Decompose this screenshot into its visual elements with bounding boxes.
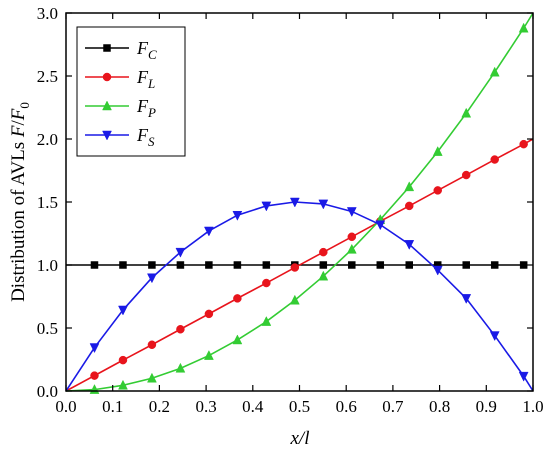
data-point — [261, 316, 272, 326]
data-point — [176, 261, 185, 269]
legend-swatch-marker — [102, 130, 112, 141]
series-line — [65, 138, 534, 392]
y-tick-label: 2.5 — [37, 67, 58, 86]
data-point — [147, 273, 157, 284]
data-point — [232, 334, 243, 345]
data-point — [461, 170, 471, 180]
data-point — [175, 247, 186, 258]
data-point — [203, 226, 214, 237]
data-point — [461, 294, 472, 304]
data-point — [289, 294, 300, 305]
data-point — [375, 220, 386, 231]
legend: FC FL FP FS — [76, 26, 186, 157]
data-point — [205, 261, 213, 269]
x-tick-label: 0.9 — [476, 397, 497, 416]
data-point — [89, 343, 100, 354]
legend-swatch-marker — [102, 72, 112, 82]
data-point — [346, 243, 357, 254]
data-point — [461, 107, 472, 118]
data-point — [519, 139, 528, 149]
data-point — [432, 146, 443, 156]
x-tick-label: 0.5 — [289, 397, 310, 416]
x-tick-label: 0.2 — [149, 397, 170, 416]
x-tick-label: 0.8 — [429, 397, 450, 416]
data-point — [404, 181, 415, 192]
data-point — [319, 261, 328, 269]
data-point — [519, 261, 528, 269]
data-point — [404, 201, 414, 211]
y-tick-label: 0.5 — [37, 319, 58, 338]
legend-label: FS — [136, 125, 155, 149]
data-point — [518, 371, 529, 382]
legend-label: FL — [136, 67, 155, 91]
data-point — [319, 247, 328, 257]
data-point — [346, 207, 357, 218]
legend-label: FC — [136, 38, 157, 62]
x-tick-label: 1.0 — [522, 397, 543, 416]
data-point — [119, 261, 127, 269]
x-tick-label: 0.6 — [336, 397, 357, 416]
data-point — [490, 155, 499, 164]
data-point — [204, 309, 214, 319]
data-point — [262, 278, 271, 288]
axis-ticks: 0.0 0.1 0.2 0.3 0.4 0.5 0.6 0.7 0.8 0.9 1.0 0.0 0.5 1… — [37, 4, 544, 416]
data-point — [118, 305, 128, 316]
data-point — [147, 372, 157, 383]
data-point — [262, 261, 271, 269]
data-point — [118, 355, 128, 365]
legend-swatch-marker — [103, 44, 111, 52]
data-point — [290, 263, 300, 272]
data-point — [233, 261, 242, 269]
y-tick-label: 3.0 — [37, 4, 58, 23]
legend-swatch-marker — [102, 100, 112, 111]
x-tick-label: 0.7 — [382, 397, 404, 416]
series-layer — [65, 12, 534, 394]
data-point — [203, 350, 214, 360]
data-point — [405, 261, 413, 269]
series-line — [65, 201, 534, 392]
data-point — [490, 261, 499, 269]
y-tick-label: 2.0 — [37, 130, 58, 149]
data-point — [261, 201, 272, 212]
data-point — [318, 270, 329, 281]
y-tick-label: 1.0 — [37, 256, 58, 275]
data-point — [176, 325, 185, 334]
data-point — [404, 240, 415, 250]
data-point — [147, 340, 157, 350]
data-point — [318, 199, 329, 210]
data-point — [348, 261, 356, 269]
data-point — [118, 379, 128, 390]
y-tick-label: 0.0 — [37, 382, 58, 401]
data-point — [148, 261, 156, 269]
x-tick-label: 0.0 — [55, 397, 76, 416]
data-point — [489, 331, 500, 342]
x-tick-label: 0.3 — [195, 397, 216, 416]
data-point — [432, 265, 443, 276]
data-point — [433, 186, 442, 195]
x-tick-label: 0.4 — [242, 397, 264, 416]
data-point — [90, 261, 99, 269]
y-tick-label: 1.5 — [37, 193, 58, 212]
data-point — [462, 261, 470, 269]
x-axis-title: x/l — [290, 428, 310, 449]
data-point — [489, 66, 500, 77]
legend-box — [76, 26, 186, 157]
series-4 — [65, 197, 534, 392]
series-line — [65, 12, 534, 392]
data-point — [233, 294, 242, 303]
data-point — [518, 22, 529, 33]
data-point — [347, 232, 357, 242]
data-point — [232, 210, 243, 221]
data-point — [175, 362, 186, 373]
data-point — [90, 371, 99, 380]
data-point — [289, 197, 300, 208]
legend-label: FP — [136, 96, 156, 120]
series-3 — [65, 12, 534, 394]
data-point — [376, 261, 385, 269]
x-tick-label: 0.1 — [102, 397, 123, 416]
y-axis-title: Distribution of AVLs F/F0 — [8, 102, 32, 302]
